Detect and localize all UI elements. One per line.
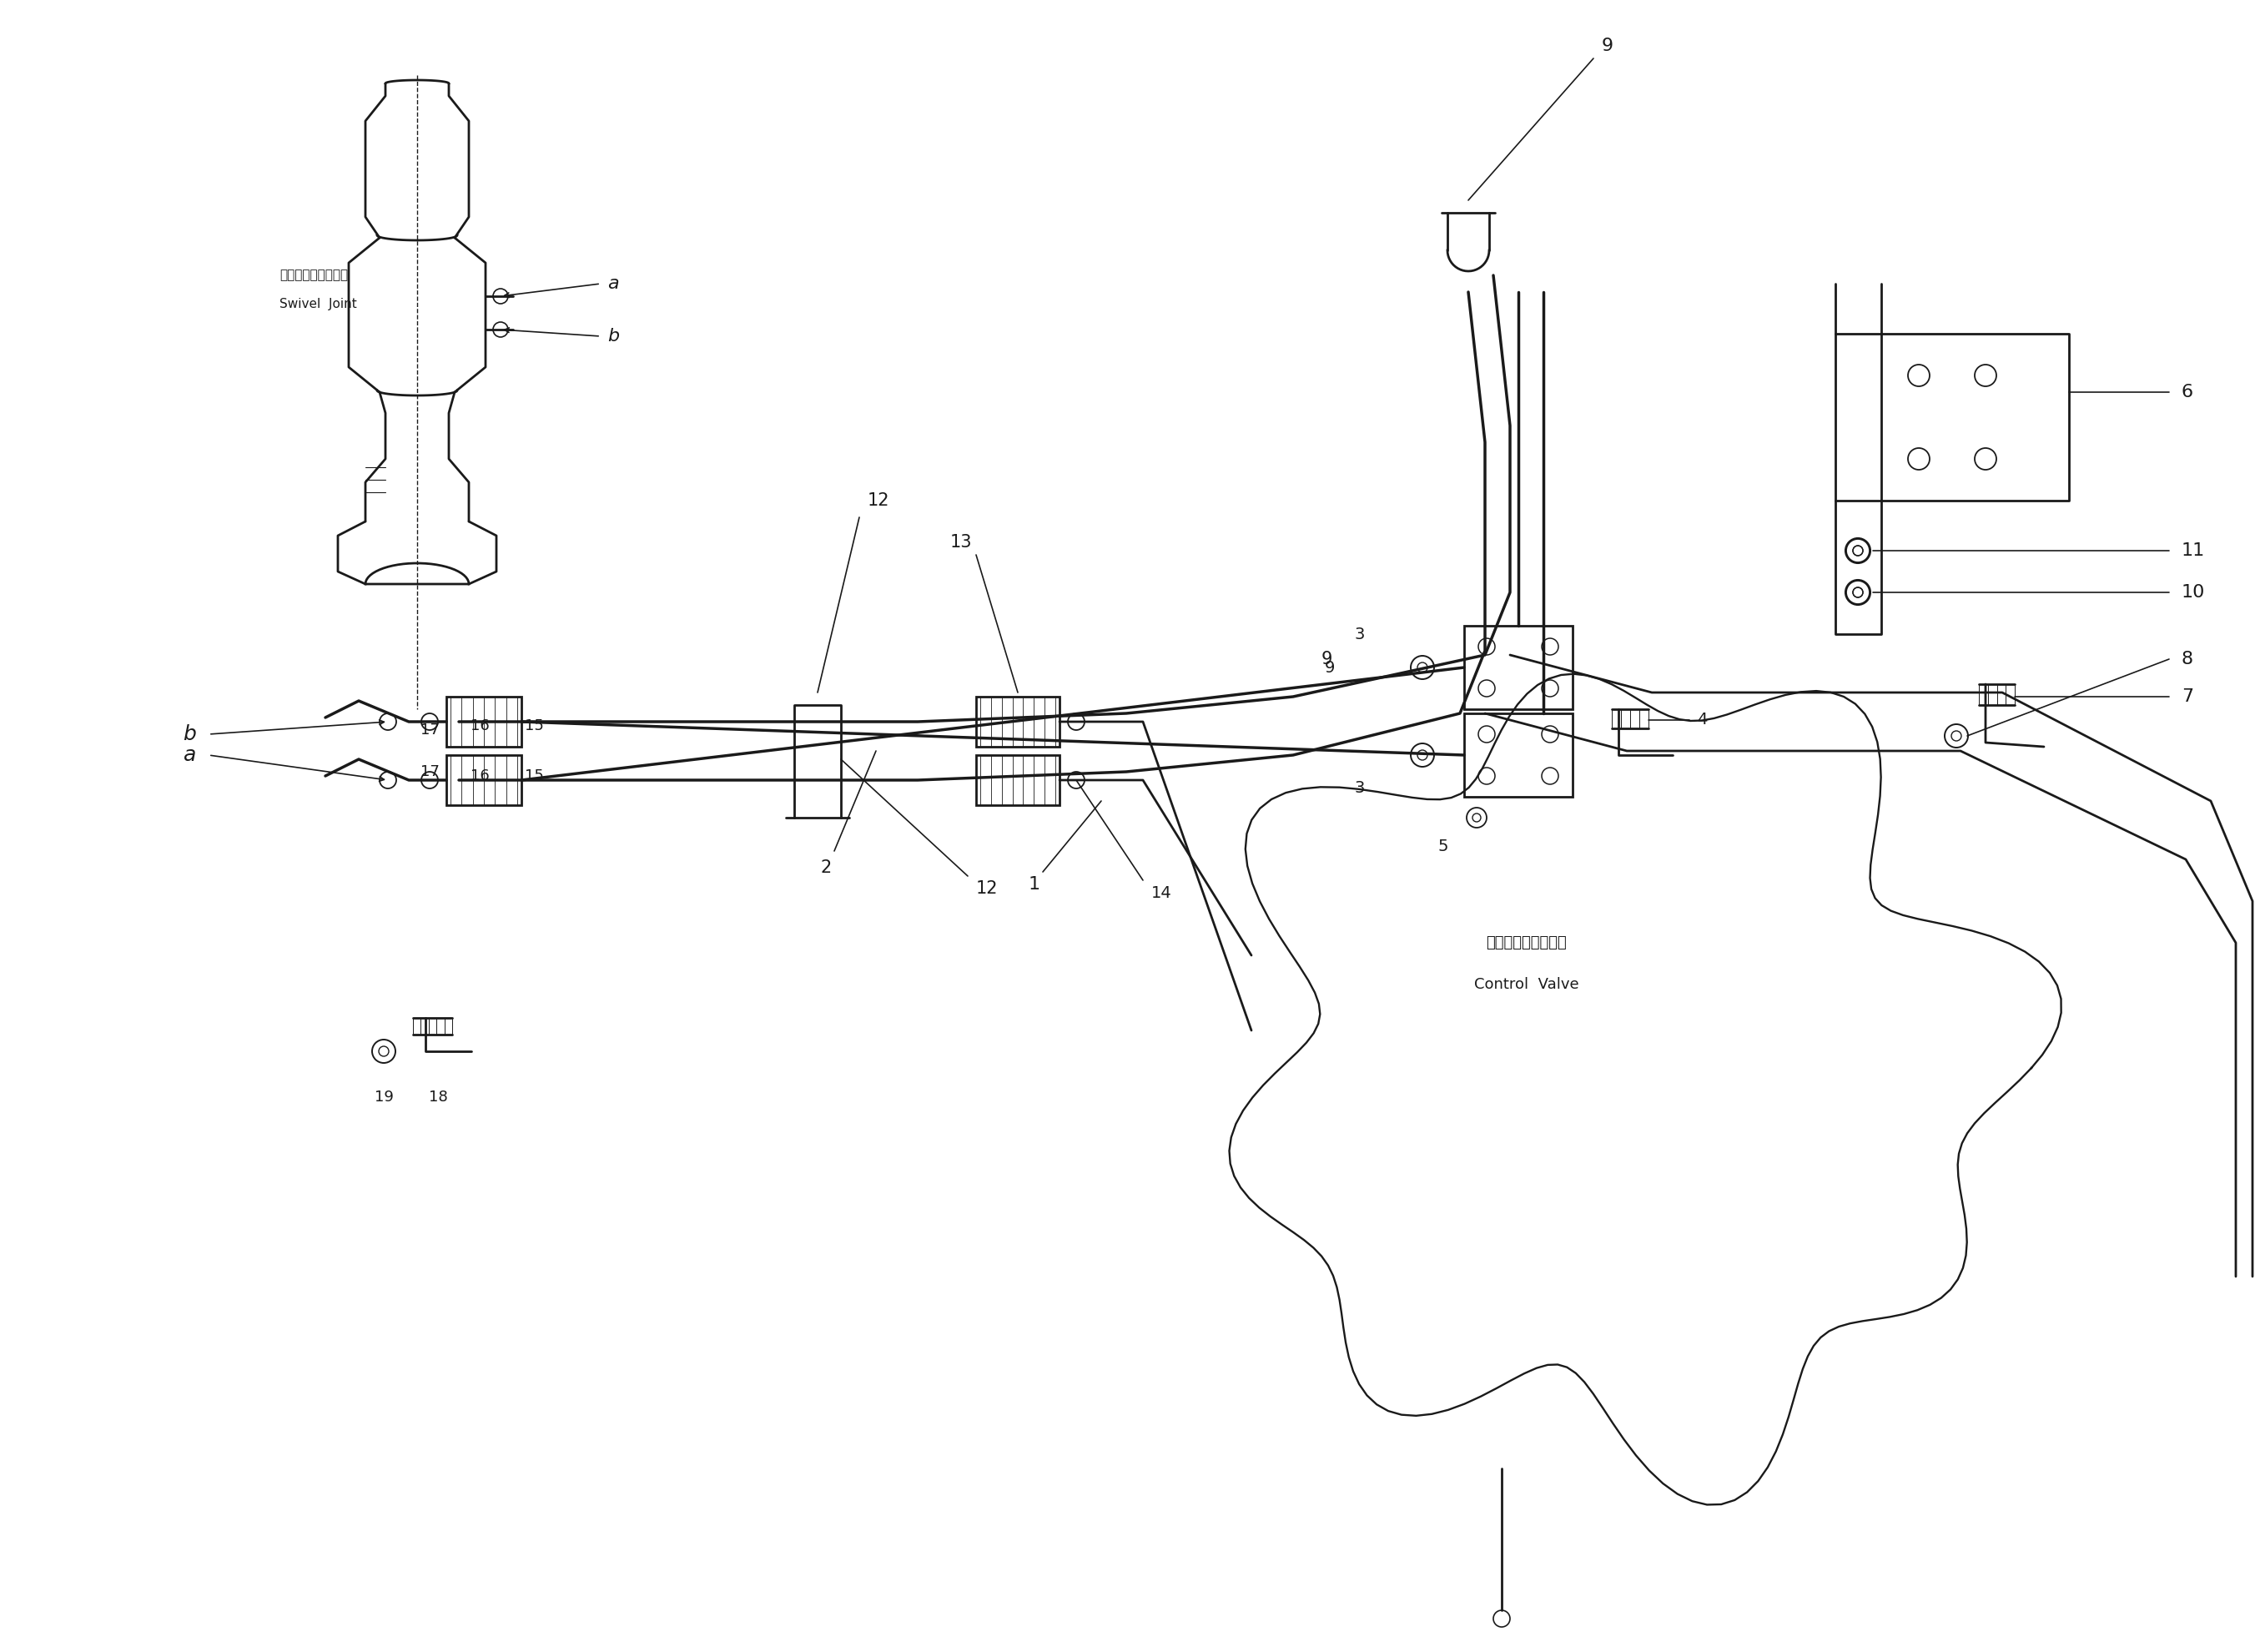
Text: 19: 19 bbox=[374, 1090, 392, 1105]
Text: 10: 10 bbox=[2181, 585, 2205, 601]
Text: 16: 16 bbox=[471, 768, 489, 783]
Text: b: b bbox=[607, 327, 620, 345]
Text: 5: 5 bbox=[1439, 839, 1448, 854]
Text: 6: 6 bbox=[2181, 383, 2194, 400]
Text: 7: 7 bbox=[2181, 689, 2194, 705]
Text: 12: 12 bbox=[976, 881, 999, 897]
Text: 2: 2 bbox=[821, 859, 832, 876]
Bar bbox=[1463, 626, 1572, 709]
Text: 4: 4 bbox=[1696, 712, 1707, 729]
Text: 8: 8 bbox=[2181, 651, 2194, 667]
Text: b: b bbox=[183, 724, 196, 745]
Text: 12: 12 bbox=[868, 492, 891, 509]
Text: Swivel  Joint: Swivel Joint bbox=[280, 299, 356, 311]
Text: 14: 14 bbox=[1152, 885, 1173, 900]
Bar bbox=[976, 755, 1060, 805]
Text: 15: 15 bbox=[525, 719, 543, 733]
Text: 9: 9 bbox=[1321, 651, 1333, 667]
Text: スイベルジョイント: スイベルジョイント bbox=[280, 269, 347, 281]
Text: 9: 9 bbox=[1601, 38, 1615, 55]
Text: 9: 9 bbox=[1324, 659, 1335, 676]
Bar bbox=[976, 697, 1060, 747]
Text: Control  Valve: Control Valve bbox=[1475, 976, 1578, 993]
Text: 11: 11 bbox=[2181, 542, 2205, 558]
Text: 3: 3 bbox=[1355, 626, 1364, 643]
Text: a: a bbox=[183, 745, 196, 765]
Text: 15: 15 bbox=[525, 768, 543, 783]
Text: 17: 17 bbox=[419, 765, 440, 780]
Bar bbox=[446, 697, 521, 747]
Text: 17: 17 bbox=[419, 722, 440, 737]
Text: 3: 3 bbox=[1355, 780, 1364, 796]
Text: 16: 16 bbox=[471, 719, 489, 733]
Text: 1: 1 bbox=[1028, 876, 1040, 892]
Text: 18: 18 bbox=[428, 1090, 446, 1105]
Text: a: a bbox=[607, 276, 618, 292]
Bar bbox=[446, 755, 521, 805]
Text: 13: 13 bbox=[949, 534, 972, 550]
Bar bbox=[1463, 714, 1572, 796]
Text: コントロールバルブ: コントロールバルブ bbox=[1486, 935, 1567, 950]
